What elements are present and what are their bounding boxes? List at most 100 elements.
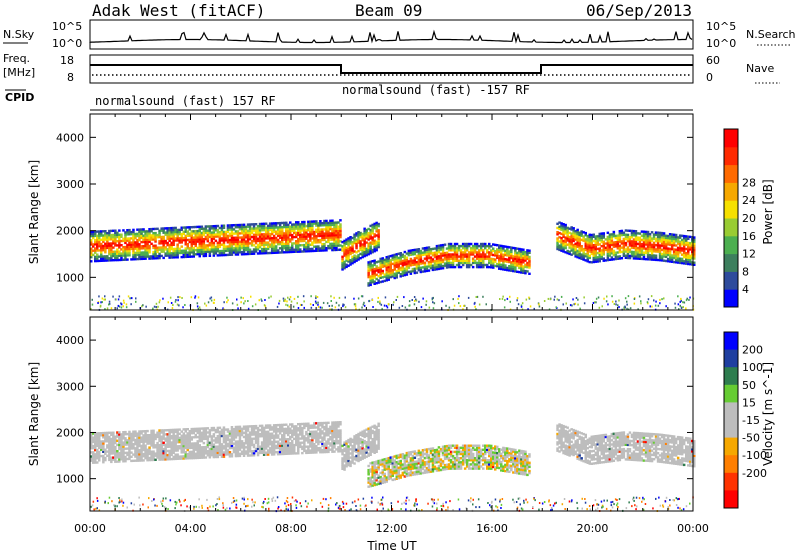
heatmap-cell xyxy=(477,244,481,248)
heatmap-cell xyxy=(258,433,262,436)
heatmap-cell xyxy=(662,242,666,246)
heatmap-cell xyxy=(180,440,183,444)
heatmap-cell xyxy=(333,248,336,252)
heatmap-cell xyxy=(168,431,171,434)
heatmap-cell xyxy=(576,241,579,244)
heatmap-cell xyxy=(560,249,563,252)
noise-right-tick-top: 10^5 xyxy=(706,20,736,33)
heatmap-cell xyxy=(92,432,95,435)
heatmap-cell xyxy=(100,440,103,443)
heatmap-cell xyxy=(347,237,350,240)
heatmap-cell xyxy=(148,236,151,239)
heatmap-cell xyxy=(228,440,232,444)
heatmap-cell xyxy=(313,237,316,240)
heatmap-cell xyxy=(656,231,660,234)
heatmap-cell xyxy=(371,268,374,271)
heatmap-cell xyxy=(335,236,338,239)
heatmap-cell xyxy=(216,449,220,452)
heatmap-cell xyxy=(118,437,121,440)
heatmap-cell xyxy=(100,251,103,254)
heatmap-cell xyxy=(160,445,163,449)
heatmap-cell xyxy=(383,258,386,262)
heatmap-cell xyxy=(230,240,234,244)
heatmap-cell xyxy=(180,245,183,248)
heatmap-cell xyxy=(260,449,264,452)
heatmap-cell xyxy=(232,446,236,450)
heatmap-cell xyxy=(254,447,258,451)
heatmap-cell xyxy=(136,253,139,257)
heatmap-cell xyxy=(194,296,196,299)
heatmap-cell xyxy=(624,229,628,232)
heatmap-cell xyxy=(246,450,250,453)
heatmap-cell xyxy=(526,270,529,273)
heatmap-cell xyxy=(616,245,620,248)
heatmap-cell xyxy=(564,228,567,231)
heatmap-cell xyxy=(379,302,381,305)
heatmap-cell xyxy=(142,238,145,242)
heatmap-cell xyxy=(166,458,169,461)
heatmap-cell xyxy=(467,265,471,269)
heatmap-cell xyxy=(285,248,288,252)
heatmap-cell xyxy=(363,301,365,304)
heatmap-cell xyxy=(296,302,298,305)
heatmap-cell xyxy=(266,434,270,438)
heatmap-cell xyxy=(644,232,648,236)
heatmap-cell xyxy=(303,243,306,247)
heatmap-cell xyxy=(234,450,238,454)
heatmap-cell xyxy=(453,304,456,307)
heatmap-cell xyxy=(500,257,503,260)
heatmap-cell xyxy=(148,456,151,460)
heatmap-cell xyxy=(92,461,95,464)
heatmap-cell xyxy=(190,242,193,246)
heatmap-cell xyxy=(401,268,405,271)
heatmap-cell xyxy=(469,263,473,267)
heatmap-cell xyxy=(246,427,250,430)
heatmap-cell xyxy=(276,440,280,443)
heatmap-cell xyxy=(196,246,199,250)
heatmap-cell xyxy=(646,241,650,244)
heatmap-cell xyxy=(264,251,268,255)
heatmap-cell xyxy=(574,232,577,235)
heatmap-cell xyxy=(398,306,401,309)
heatmap-cell xyxy=(242,225,246,229)
heatmap-cell xyxy=(160,437,163,440)
heatmap-cell xyxy=(230,442,234,445)
heatmap-cell xyxy=(596,256,599,259)
heatmap-cell xyxy=(682,255,686,259)
heatmap-cell xyxy=(230,455,234,458)
heatmap-cell xyxy=(433,255,437,259)
heatmap-cell xyxy=(377,241,380,245)
heatmap-cell xyxy=(106,238,109,241)
heatmap-cell xyxy=(192,230,195,233)
heatmap-cell xyxy=(176,235,179,238)
heatmap-cell xyxy=(169,296,172,299)
heatmap-cell xyxy=(337,248,340,251)
heatmap-cell xyxy=(329,219,332,222)
heatmap-cell xyxy=(419,270,423,274)
heatmap-cell xyxy=(128,228,131,232)
heatmap-cell xyxy=(640,251,644,254)
heatmap-cell xyxy=(367,242,370,245)
heatmap-cell xyxy=(160,435,163,438)
heatmap-cell xyxy=(325,236,328,239)
heatmap-cell xyxy=(152,429,155,432)
heatmap-cell xyxy=(266,243,270,246)
heatmap-cell xyxy=(295,225,298,228)
heatmap-cell xyxy=(140,234,143,237)
heatmap-cell xyxy=(435,268,439,271)
heatmap-cell xyxy=(214,229,218,232)
heatmap-cell xyxy=(371,251,374,254)
heatmap-cell xyxy=(146,450,149,454)
heatmap-cell xyxy=(182,444,185,448)
heatmap-cell xyxy=(622,239,626,243)
heatmap-cell xyxy=(244,446,248,449)
heatmap-cell xyxy=(287,442,290,445)
heatmap-cell xyxy=(504,253,507,257)
heatmap-cell xyxy=(615,300,617,303)
heatmap-cell xyxy=(198,306,201,309)
heatmap-cell xyxy=(335,229,338,233)
heatmap-cell xyxy=(194,442,197,445)
heatmap-cell xyxy=(297,307,300,309)
heatmap-cell xyxy=(132,228,135,232)
heatmap-cell xyxy=(475,253,479,256)
